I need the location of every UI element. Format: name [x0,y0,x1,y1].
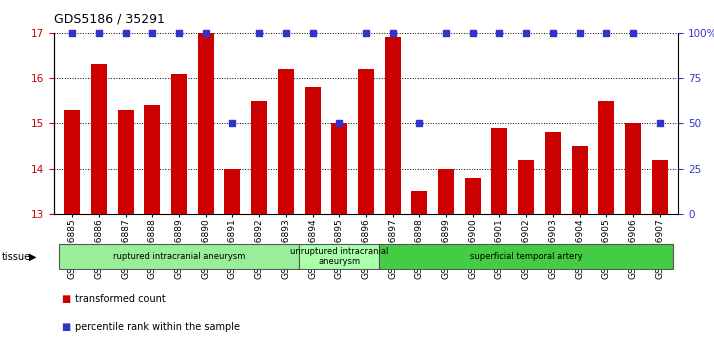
Bar [331,123,347,214]
Bar [64,110,80,214]
Text: transformed count: transformed count [75,294,166,305]
Text: superficial temporal artery: superficial temporal artery [470,252,583,261]
Point [361,30,372,36]
Point [200,30,211,36]
Bar [171,73,187,214]
Bar [598,101,614,214]
Point [66,30,78,36]
Point [654,121,665,126]
Point [333,121,345,126]
Bar [652,160,668,214]
Bar [224,169,241,214]
Point [493,30,505,36]
FancyBboxPatch shape [299,244,379,269]
Text: tissue: tissue [1,252,31,262]
Point [387,30,398,36]
Text: ■: ■ [61,322,70,332]
Point [280,30,291,36]
Point [467,30,478,36]
Text: percentile rank within the sample: percentile rank within the sample [75,322,240,332]
Point [413,121,425,126]
Bar [198,33,213,214]
Text: unruptured intracranial
aneurysm: unruptured intracranial aneurysm [290,246,388,266]
Point [627,30,638,36]
Point [521,30,532,36]
Bar [358,69,374,214]
Bar [438,169,454,214]
Bar [91,65,107,214]
Point [120,30,131,36]
Point [94,30,105,36]
FancyBboxPatch shape [59,244,299,269]
Bar [411,192,428,214]
Bar [571,146,588,214]
Point [253,30,265,36]
Point [227,121,238,126]
Text: ▶: ▶ [29,252,36,262]
Bar [304,87,321,214]
Text: GDS5186 / 35291: GDS5186 / 35291 [54,13,164,26]
Bar [118,110,134,214]
Bar [465,178,481,214]
Bar [518,160,534,214]
Text: ■: ■ [61,294,70,305]
Point [574,30,585,36]
Point [441,30,452,36]
Point [600,30,612,36]
Point [174,30,185,36]
Bar [385,37,401,214]
Point [146,30,158,36]
Bar [144,105,161,214]
Bar [545,132,560,214]
Bar [251,101,267,214]
Text: ruptured intracranial aneurysm: ruptured intracranial aneurysm [113,252,245,261]
Bar [491,128,508,214]
Bar [625,123,641,214]
Point [307,30,318,36]
Point [547,30,558,36]
FancyBboxPatch shape [379,244,673,269]
Bar [278,69,294,214]
